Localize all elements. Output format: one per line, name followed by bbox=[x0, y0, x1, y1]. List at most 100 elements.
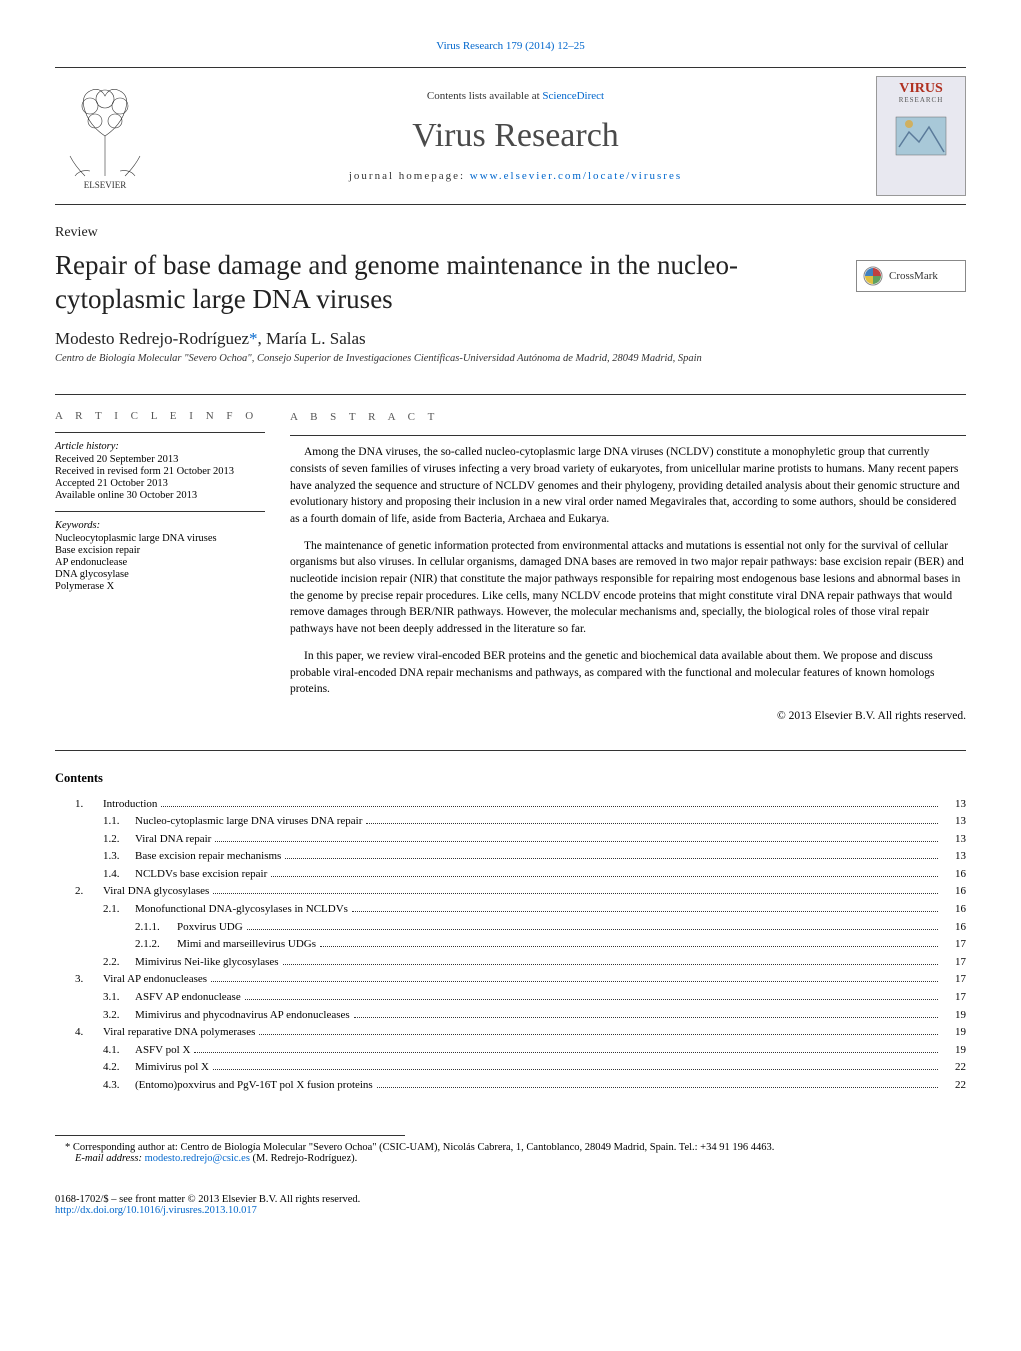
top-citation-link[interactable]: Virus Research 179 (2014) 12–25 bbox=[55, 40, 966, 52]
sciencedirect-link[interactable]: ScienceDirect bbox=[542, 90, 604, 102]
toc-row[interactable]: 2.1.Monofunctional DNA-glycosylases in N… bbox=[55, 901, 966, 919]
abstract-heading: a b s t r a c t bbox=[290, 410, 966, 426]
author-rest: , María L. Salas bbox=[258, 329, 366, 348]
svg-text:ELSEVIER: ELSEVIER bbox=[84, 180, 127, 190]
toc-dots bbox=[354, 1017, 938, 1018]
homepage-link[interactable]: www.elsevier.com/locate/virusres bbox=[470, 170, 682, 182]
elsevier-tree-icon: ELSEVIER bbox=[60, 81, 150, 191]
cover-art-icon bbox=[894, 112, 949, 162]
journal-cover: VIRUS RESEARCH bbox=[876, 76, 966, 196]
abstract-p1: Among the DNA viruses, the so-called nuc… bbox=[290, 444, 966, 527]
toc-row[interactable]: 4.2.Mimivirus pol X22 bbox=[55, 1059, 966, 1077]
toc-number: 4.2. bbox=[103, 1059, 135, 1077]
toc-title: Viral AP endonucleases bbox=[103, 971, 207, 989]
toc-number: 1.3. bbox=[103, 848, 135, 866]
toc-title: Introduction bbox=[103, 796, 157, 814]
toc-title: Nucleo-cytoplasmic large DNA viruses DNA… bbox=[135, 813, 362, 831]
title-block: Review Repair of base damage and genome … bbox=[55, 225, 856, 384]
abstract-p2: The maintenance of genetic information p… bbox=[290, 538, 966, 638]
header-middle: Contents lists available at ScienceDirec… bbox=[155, 90, 876, 182]
toc-page: 16 bbox=[942, 883, 966, 901]
toc-row[interactable]: 2.1.2.Mimi and marseillevirus UDGs17 bbox=[55, 936, 966, 954]
copyright: © 2013 Elsevier B.V. All rights reserved… bbox=[290, 708, 966, 725]
title-row: Review Repair of base damage and genome … bbox=[55, 225, 966, 384]
abstract-col: a b s t r a c t Among the DNA viruses, t… bbox=[290, 410, 966, 735]
toc-page: 16 bbox=[942, 901, 966, 919]
toc-row[interactable]: 3.2.Mimivirus and phycodnavirus AP endon… bbox=[55, 1007, 966, 1025]
toc-number: 4.1. bbox=[103, 1042, 135, 1060]
crossmark-text: CrossMark bbox=[889, 270, 938, 282]
toc-title: Base excision repair mechanisms bbox=[135, 848, 281, 866]
toc-row[interactable]: 4.3.(Entomo)poxvirus and PgV-16T pol X f… bbox=[55, 1077, 966, 1095]
toc-dots bbox=[161, 806, 938, 807]
toc-title: ASFV AP endonuclease bbox=[135, 989, 241, 1007]
toc-title: (Entomo)poxvirus and PgV-16T pol X fusio… bbox=[135, 1077, 373, 1095]
cover-subtitle: RESEARCH bbox=[882, 96, 960, 104]
history-line: Available online 30 October 2013 bbox=[55, 490, 265, 501]
toc-number: 2.1.2. bbox=[135, 936, 177, 954]
toc-row[interactable]: 3.1.ASFV AP endonuclease 17 bbox=[55, 989, 966, 1007]
toc-row[interactable]: 2.2.Mimivirus Nei-like glycosylases17 bbox=[55, 954, 966, 972]
toc-page: 19 bbox=[942, 1042, 966, 1060]
corr-asterisk: * bbox=[249, 329, 258, 348]
toc-dots bbox=[194, 1052, 938, 1053]
email-link[interactable]: modesto.redrejo@csic.es bbox=[145, 1153, 250, 1164]
toc-number: 3.1. bbox=[103, 989, 135, 1007]
email-label: E-mail address: bbox=[75, 1153, 145, 1164]
doi-link[interactable]: http://dx.doi.org/10.1016/j.virusres.201… bbox=[55, 1205, 257, 1216]
crossmark-badge[interactable]: CrossMark bbox=[856, 260, 966, 292]
toc-row[interactable]: 4.1.ASFV pol X 19 bbox=[55, 1042, 966, 1060]
toc-page: 22 bbox=[942, 1059, 966, 1077]
toc-dots bbox=[215, 841, 938, 842]
toc-dots bbox=[213, 893, 938, 894]
toc-row[interactable]: 1.4.NCLDVs base excision repair16 bbox=[55, 866, 966, 884]
toc-dots bbox=[352, 911, 938, 912]
keyword: AP endonuclease bbox=[55, 557, 265, 568]
keyword: DNA glycosylase bbox=[55, 569, 265, 580]
authors: Modesto Redrejo-Rodríguez*, María L. Sal… bbox=[55, 329, 856, 349]
corr-author-text: Corresponding author at: Centro de Biolo… bbox=[73, 1142, 774, 1153]
toc-page: 22 bbox=[942, 1077, 966, 1095]
journal-homepage: journal homepage: www.elsevier.com/locat… bbox=[175, 170, 856, 182]
toc-row[interactable]: 3.Viral AP endonucleases17 bbox=[55, 971, 966, 989]
toc-page: 17 bbox=[942, 954, 966, 972]
toc-page: 13 bbox=[942, 813, 966, 831]
toc-page: 13 bbox=[942, 796, 966, 814]
toc-page: 17 bbox=[942, 989, 966, 1007]
toc-row[interactable]: 2.Viral DNA glycosylases16 bbox=[55, 883, 966, 901]
history-line: Accepted 21 October 2013 bbox=[55, 478, 265, 489]
toc-row[interactable]: 1.3.Base excision repair mechanisms13 bbox=[55, 848, 966, 866]
toc-number: 2.1. bbox=[103, 901, 135, 919]
toc-title: Monofunctional DNA-glycosylases in NCLDV… bbox=[135, 901, 348, 919]
abstract-p3: In this paper, we review viral-encoded B… bbox=[290, 648, 966, 698]
toc-row[interactable]: 1.1.Nucleo-cytoplasmic large DNA viruses… bbox=[55, 813, 966, 831]
keyword: Nucleocytoplasmic large DNA viruses bbox=[55, 533, 265, 544]
journal-header: ELSEVIER Contents lists available at Sci… bbox=[55, 67, 966, 205]
cover-title: VIRUS bbox=[882, 82, 960, 96]
keyword: Base excision repair bbox=[55, 545, 265, 556]
toc-dots bbox=[285, 858, 938, 859]
toc-dots bbox=[211, 981, 938, 982]
toc-dots bbox=[245, 999, 938, 1000]
article-info-col: a r t i c l e i n f o Article history: R… bbox=[55, 410, 290, 735]
toc-page: 17 bbox=[942, 936, 966, 954]
author-1: Modesto Redrejo-Rodríguez bbox=[55, 329, 249, 348]
info-abstract-row: a r t i c l e i n f o Article history: R… bbox=[55, 394, 966, 751]
toc-row[interactable]: 1.Introduction13 bbox=[55, 796, 966, 814]
toc-dots bbox=[259, 1034, 938, 1035]
toc-row[interactable]: 4.Viral reparative DNA polymerases19 bbox=[55, 1024, 966, 1042]
review-label: Review bbox=[55, 225, 856, 241]
contents-heading: Contents bbox=[55, 771, 966, 786]
toc-title: Viral reparative DNA polymerases bbox=[103, 1024, 255, 1042]
toc-dots bbox=[213, 1069, 938, 1070]
toc-number: 3. bbox=[75, 971, 103, 989]
toc-row[interactable]: 1.2.Viral DNA repair13 bbox=[55, 831, 966, 849]
article-info-heading: a r t i c l e i n f o bbox=[55, 410, 265, 422]
toc-title: ASFV pol X bbox=[135, 1042, 190, 1060]
contents-prefix: Contents lists available at bbox=[427, 90, 542, 102]
toc-row[interactable]: 2.1.1.Poxvirus UDG16 bbox=[55, 919, 966, 937]
toc-dots bbox=[271, 876, 938, 877]
footnote-region: * Corresponding author at: Centro de Bio… bbox=[55, 1135, 405, 1164]
toc-number: 4. bbox=[75, 1024, 103, 1042]
table-of-contents: 1.Introduction131.1.Nucleo-cytoplasmic l… bbox=[55, 796, 966, 1095]
